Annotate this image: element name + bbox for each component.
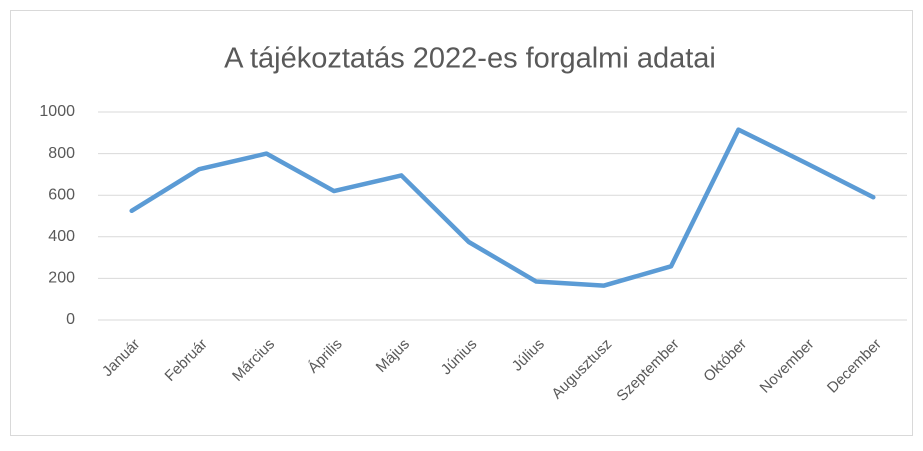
y-tick-label: 1000 — [39, 103, 75, 120]
y-tick-label: 800 — [48, 145, 75, 162]
line-series — [129, 127, 876, 288]
chart-title: A tájékoztatás 2022-es forgalmi adatai — [224, 43, 716, 75]
y-tick-label: 0 — [66, 311, 75, 328]
y-tick-label: 400 — [48, 228, 75, 245]
y-tick-label: 600 — [48, 186, 75, 203]
chart-border — [10, 10, 913, 436]
y-tick-label: 200 — [48, 270, 75, 287]
